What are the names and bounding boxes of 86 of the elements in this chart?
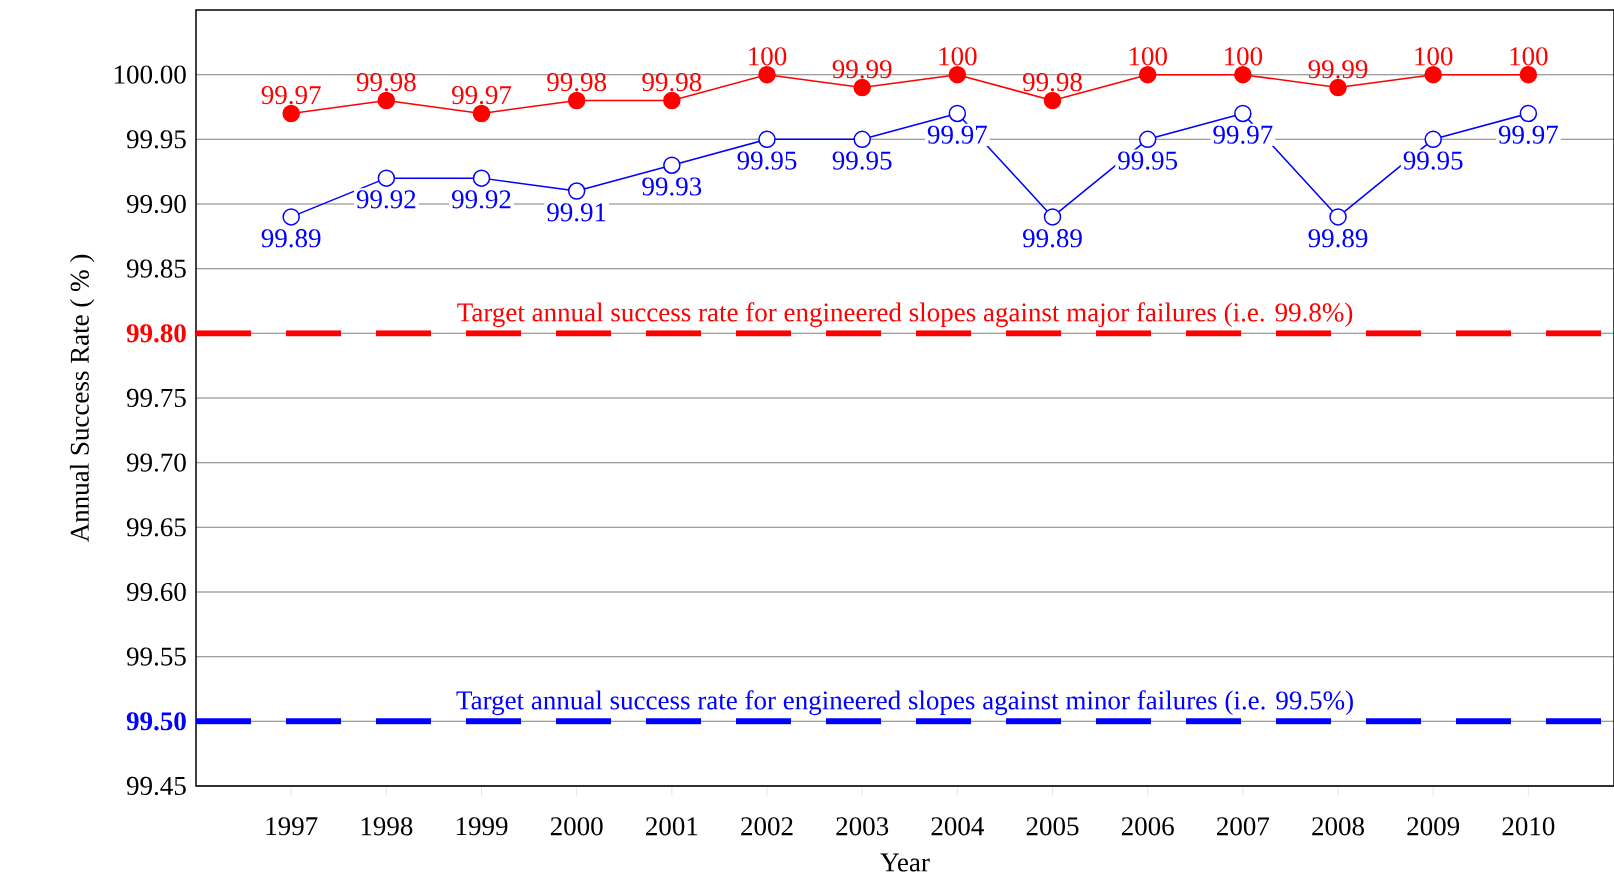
x-tick-label: 1998	[361, 817, 413, 836]
point	[1329, 208, 1347, 226]
y-tick-label: 99.65	[126, 518, 186, 537]
y-tick-label: 100.00	[114, 65, 186, 84]
point	[1138, 65, 1157, 84]
point	[282, 104, 300, 123]
point	[472, 104, 491, 123]
data-label: 99.92	[356, 190, 416, 209]
point	[1519, 65, 1538, 84]
data-label: 100	[939, 47, 977, 66]
point	[948, 104, 967, 123]
x-tick-label: 2008	[1312, 817, 1364, 836]
ref-line-label: Target annual success rate for engineered slopes against major failures (i.e. 99.8%)	[457, 302, 1353, 328]
data-label: 100	[1129, 47, 1167, 66]
x-tick-label: 1999	[456, 817, 508, 836]
point	[663, 91, 681, 110]
point	[1424, 130, 1442, 149]
point	[948, 65, 967, 84]
data-label: 99.97	[261, 86, 321, 105]
point	[758, 130, 776, 149]
data-label: 99.97	[927, 125, 987, 144]
point	[282, 208, 300, 226]
y-tick-label: 99.90	[126, 194, 186, 214]
data-label: 99.93	[642, 177, 702, 196]
data-label: 99.97	[1213, 125, 1273, 144]
point	[1138, 130, 1157, 149]
point	[1043, 208, 1062, 226]
y-tick-label: 99.75	[126, 388, 186, 408]
point	[1519, 104, 1538, 123]
point	[758, 65, 776, 84]
point	[1234, 65, 1252, 84]
point	[663, 156, 681, 174]
y-tick-label: 99.45	[126, 776, 186, 796]
y-tick-label: 99.85	[126, 259, 186, 278]
data-label: 99.98	[642, 72, 702, 92]
y-tick-label: 99.60	[126, 582, 186, 602]
point	[853, 130, 871, 149]
data-label: 100	[1415, 47, 1453, 66]
point	[377, 91, 396, 110]
y-tick-label: 99.95	[126, 130, 186, 149]
x-tick-label: 2005	[1026, 817, 1079, 836]
x-tick-label: 2002	[741, 817, 793, 836]
x-tick-label: 2010	[1502, 817, 1555, 836]
data-label: 99.95	[1403, 151, 1463, 170]
point	[1424, 65, 1442, 84]
data-label: 99.98	[547, 72, 607, 92]
data-label: 100	[749, 47, 787, 66]
x-tick-label: 2004	[931, 817, 984, 836]
data-label: 99.89	[1023, 229, 1082, 248]
point	[567, 182, 586, 200]
x-tick-label: 2009	[1407, 817, 1460, 836]
point	[1329, 78, 1347, 97]
point	[1234, 104, 1252, 123]
x-axis-title: Year	[880, 853, 930, 872]
y-tick-label: 99.50	[126, 712, 186, 731]
x-tick-label: 2007	[1217, 817, 1270, 836]
ref-line-label: Target annual success rate for engineered slopes against minor failures (i.e. 99.5%)	[456, 690, 1353, 716]
data-label: 99.97	[1498, 125, 1558, 144]
data-label: 99.91	[547, 203, 606, 222]
point	[377, 169, 396, 187]
data-label: 99.95	[832, 151, 892, 170]
y-tick-label: 99.70	[126, 453, 186, 472]
data-label: 99.99	[1308, 60, 1368, 79]
data-label: 99.98	[1023, 72, 1082, 92]
point	[1043, 91, 1062, 110]
data-label: 99.98	[356, 72, 416, 92]
x-tick-label: 2006	[1121, 817, 1174, 836]
y-axis-title: Annual Success Rate ( % )	[69, 254, 95, 543]
data-label: 99.95	[1118, 151, 1178, 170]
x-tick-label: 2001	[646, 817, 698, 836]
point	[567, 91, 586, 110]
x-tick-label: 2003	[836, 817, 889, 836]
data-label: 99.92	[452, 190, 511, 209]
point	[472, 169, 491, 187]
x-tick-label: 2000	[550, 817, 603, 836]
data-label: 99.99	[832, 60, 892, 79]
data-label: 100	[1224, 47, 1263, 66]
y-tick-label: 99.55	[126, 647, 186, 666]
data-label: 99.97	[452, 86, 512, 105]
x-tick-label: 1997	[266, 817, 318, 836]
data-label: 99.95	[737, 151, 797, 170]
data-label: 100	[1510, 47, 1548, 66]
y-tick-label: 99.80	[126, 324, 186, 343]
point	[853, 78, 871, 97]
data-label: 99.89	[261, 229, 321, 248]
data-label: 99.89	[1308, 229, 1368, 248]
